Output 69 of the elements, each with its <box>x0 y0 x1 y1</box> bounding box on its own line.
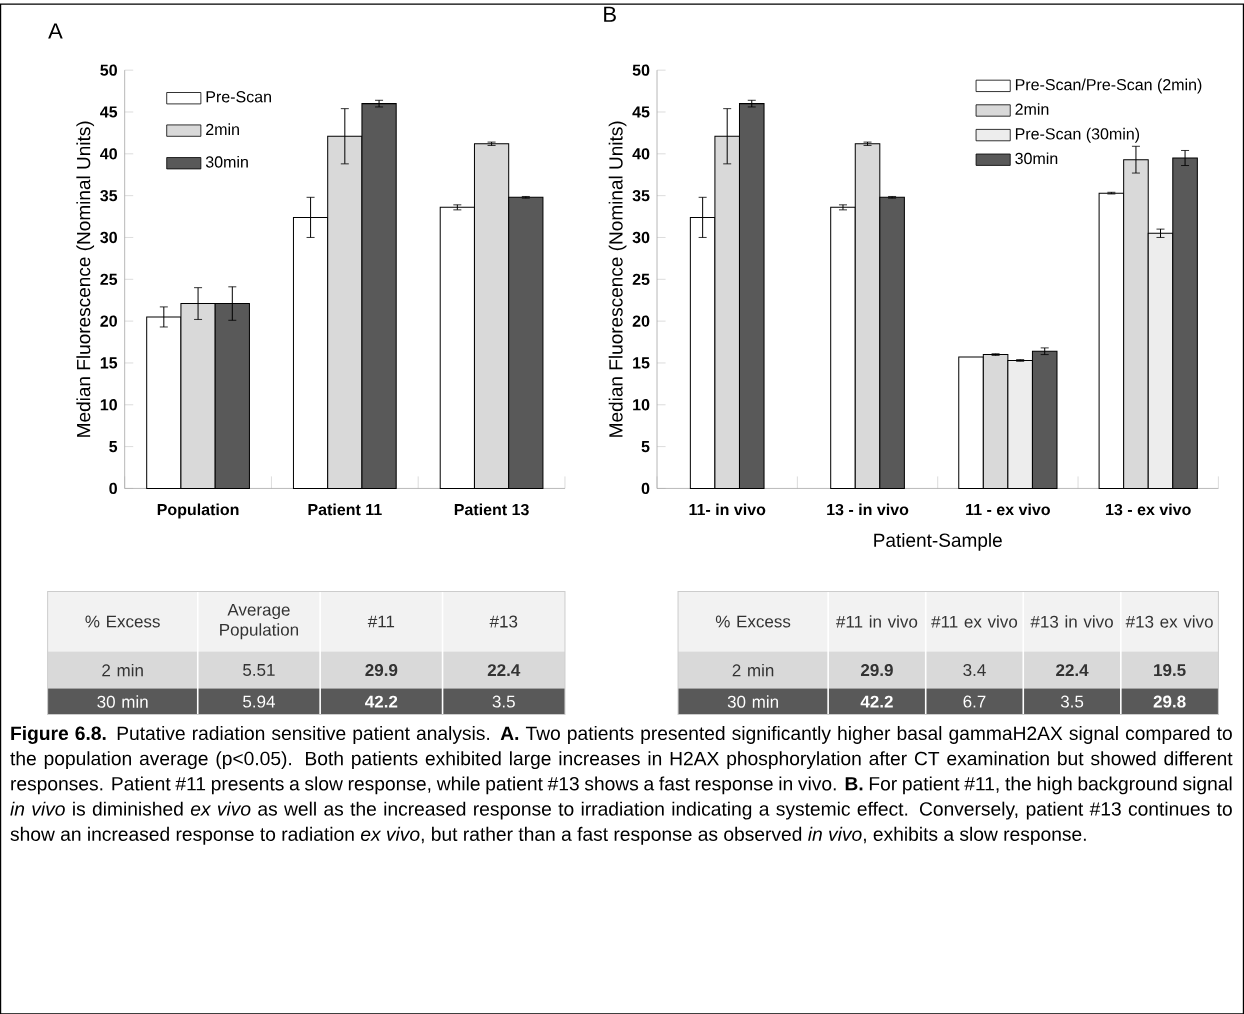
y-tick-label: 5 <box>109 440 118 453</box>
legend-label: Pre-Scan/Pre-Scan (2min) <box>1015 78 1202 94</box>
y-tick-label: 45 <box>100 106 118 118</box>
y-tick-label: 30 <box>632 231 650 243</box>
x-tick-label: 11 - ex vivo <box>966 503 1050 516</box>
text: 42.2 <box>365 695 398 708</box>
y-tick-label: 35 <box>632 189 650 202</box>
chart-title: B <box>604 6 616 22</box>
text: % Excess <box>715 615 791 628</box>
x-tick-label: 13 - ex vivo <box>1106 503 1191 516</box>
y-axis-title: Median Fluorescence (Nominal Units) <box>76 121 95 437</box>
y-tick-label: 50 <box>100 64 117 76</box>
y-tick-label: 45 <box>632 106 650 118</box>
text: 3.5 <box>492 695 515 708</box>
legend-label: 30min <box>1015 152 1058 164</box>
legend-label: Pre-Scan (30min) <box>1015 127 1140 143</box>
legend-label: 30min <box>205 155 248 168</box>
x-tick-label: Patient 13 <box>454 503 529 516</box>
text: 5.94 <box>243 695 275 708</box>
text: % Excess <box>85 615 160 628</box>
y-tick-label: 0 <box>641 482 650 494</box>
text: #13 in vivo <box>1030 615 1113 628</box>
y-tick-label: 15 <box>100 357 118 369</box>
y-tick-label: 25 <box>632 273 650 285</box>
text: 22.4 <box>1056 663 1089 676</box>
x-tick-label: Population <box>157 503 239 519</box>
chart-title: A <box>48 23 63 39</box>
text: 6.7 <box>963 695 986 708</box>
y-tick-label: 20 <box>632 315 650 327</box>
x-axis-title: Patient-Sample <box>874 532 1002 551</box>
y-tick-label: 50 <box>632 64 650 76</box>
text: 22.4 <box>487 663 521 676</box>
legend-label: Pre-Scan <box>206 90 271 103</box>
y-tick-label: 0 <box>109 482 117 494</box>
text: 29.8 <box>1153 695 1186 708</box>
y-tick-label: 10 <box>633 398 650 411</box>
x-tick-label: 13 - in vivo <box>827 503 909 516</box>
y-tick-label: 30 <box>100 231 117 243</box>
text: 2 min <box>102 663 143 677</box>
text: 30 min <box>97 695 148 708</box>
legend-label: 2min <box>206 123 239 135</box>
text: #11 <box>367 615 395 628</box>
text: 42.2 <box>860 695 893 708</box>
y-tick-label: 35 <box>100 189 118 202</box>
text: 3.4 <box>963 663 986 676</box>
y-tick-label: 20 <box>100 315 117 327</box>
text: #13 <box>489 615 518 628</box>
text: 5.51 <box>243 663 275 676</box>
y-axis-title: Median Fluorescence (Nominal Units) <box>608 121 627 437</box>
y-tick-label: 10 <box>100 398 117 411</box>
x-tick-label: Patient 11 <box>308 503 382 516</box>
text: 19.5 <box>1154 663 1186 676</box>
text: 29.9 <box>365 663 398 676</box>
text: 3.5 <box>1060 695 1084 708</box>
text: #11 in vivo <box>836 615 918 628</box>
y-tick-label: 40 <box>632 147 650 160</box>
text: 30 min <box>727 695 778 708</box>
y-tick-label: 40 <box>100 147 117 160</box>
x-tick-label: 11- in vivo <box>689 503 766 516</box>
text: 2 min <box>732 663 774 677</box>
text: #13 ex vivo <box>1125 615 1213 628</box>
text: Average Population <box>220 603 298 639</box>
text: Figure 6.8. Putative radiation sensitive patient analysis. A. Two patients presented significantly higher basal gammaH2AX signal compared to the population average (p<0.05). Both patients exhibited large increases in H2AX phosphorylation after CT examination but showed different responses. Patient #11 presents a slow response, while patient #13 shows a fast response in vivo. B. For patient #11, the high background signal in vivo is diminished ex vivo as well as the increased response to irradiation indicating a systemic effect. Conversely, patient #13 continues to show an increased response to radiation ex vivo, but rather than a fast response as observed in vivo, exhibits a slow response. <box>10 725 1233 845</box>
legend-label: 2min <box>1015 102 1049 115</box>
text: #11 ex vivo <box>931 615 1018 628</box>
y-tick-label: 5 <box>641 440 650 453</box>
text: 29.9 <box>860 663 893 676</box>
y-tick-label: 15 <box>633 357 650 369</box>
y-tick-label: 25 <box>100 273 118 285</box>
